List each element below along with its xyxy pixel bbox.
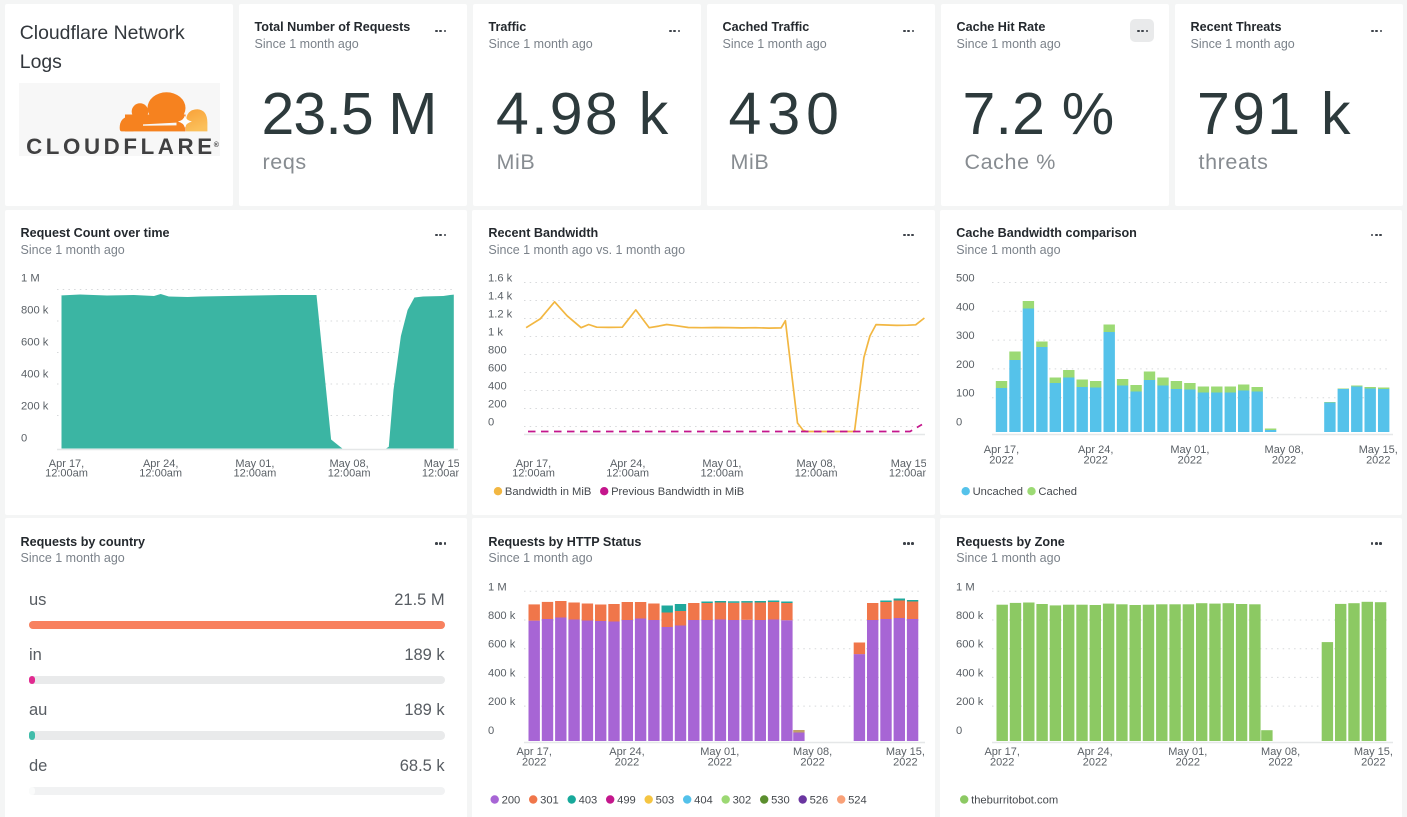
svg-text:May 01,: May 01, (1169, 746, 1208, 758)
svg-text:2022: 2022 (522, 756, 546, 768)
svg-text:1 k: 1 k (488, 326, 503, 338)
svg-text:12:00am: 12:00am (889, 467, 926, 479)
svg-text:Apr 17,: Apr 17, (516, 458, 551, 470)
svg-text:800: 800 (488, 344, 507, 356)
svg-text:403: 403 (579, 794, 598, 806)
svg-text:2022: 2022 (1083, 756, 1107, 768)
svg-text:100: 100 (956, 387, 975, 399)
svg-text:Uncached: Uncached (973, 486, 1023, 498)
svg-text:800 k: 800 k (21, 304, 49, 316)
svg-text:May 15,: May 15, (891, 458, 926, 470)
svg-text:2022: 2022 (1269, 756, 1293, 768)
svg-text:2022: 2022 (990, 756, 1014, 768)
svg-text:400: 400 (956, 301, 975, 313)
svg-text:May 15,: May 15, (1354, 746, 1393, 758)
svg-text:2022: 2022 (801, 756, 825, 768)
svg-text:May 08,: May 08, (1261, 746, 1300, 758)
svg-text:2022: 2022 (708, 756, 732, 768)
svg-text:May 15,: May 15, (886, 746, 925, 758)
svg-text:1.2 k: 1.2 k (488, 308, 513, 320)
svg-text:302: 302 (733, 794, 752, 806)
svg-text:1.6 k: 1.6 k (488, 272, 513, 284)
svg-text:theburritobot.com: theburritobot.com (971, 794, 1058, 806)
svg-text:200 k: 200 k (488, 696, 516, 708)
svg-text:Apr 24,: Apr 24, (1078, 443, 1113, 455)
svg-text:12:00am: 12:00am (795, 467, 838, 479)
svg-text:400 k: 400 k (956, 667, 984, 679)
svg-text:Apr 17,: Apr 17, (985, 746, 1020, 758)
svg-text:Apr 24,: Apr 24, (610, 746, 645, 758)
svg-text:May 01,: May 01, (703, 458, 742, 470)
svg-text:2022: 2022 (990, 454, 1014, 466)
svg-text:May 08,: May 08, (329, 458, 368, 470)
svg-text:May 08,: May 08, (797, 458, 836, 470)
svg-text:May 01,: May 01, (1171, 443, 1210, 455)
svg-text:12:00am: 12:00am (607, 467, 650, 479)
svg-text:1 M: 1 M (956, 581, 975, 593)
svg-text:600: 600 (488, 362, 507, 374)
svg-text:Bandwidth in MiB: Bandwidth in MiB (505, 486, 591, 498)
svg-text:May 08,: May 08, (793, 746, 832, 758)
svg-text:300: 300 (956, 330, 975, 342)
svg-text:0: 0 (956, 416, 962, 428)
svg-text:Apr 24,: Apr 24, (610, 458, 645, 470)
svg-text:400 k: 400 k (21, 368, 49, 380)
svg-text:Apr 24,: Apr 24, (142, 458, 177, 470)
svg-text:200: 200 (488, 398, 507, 410)
svg-text:Apr 17,: Apr 17, (48, 458, 83, 470)
svg-text:2022: 2022 (1366, 454, 1390, 466)
svg-text:May 15,: May 15, (423, 458, 458, 470)
svg-text:400: 400 (488, 380, 507, 392)
svg-text:2022: 2022 (1361, 756, 1385, 768)
svg-text:200: 200 (502, 794, 521, 806)
svg-text:404: 404 (694, 794, 713, 806)
svg-text:2022: 2022 (1176, 756, 1200, 768)
svg-text:800 k: 800 k (488, 610, 516, 622)
svg-text:2022: 2022 (1178, 454, 1202, 466)
svg-text:Apr 24,: Apr 24, (1078, 746, 1113, 758)
svg-text:12:00am: 12:00am (327, 467, 370, 479)
svg-text:200 k: 200 k (21, 400, 49, 412)
svg-text:1.4 k: 1.4 k (488, 290, 513, 302)
svg-text:600 k: 600 k (956, 639, 984, 651)
svg-text:12:00am: 12:00am (139, 467, 182, 479)
svg-text:12:00am: 12:00am (512, 467, 555, 479)
svg-text:May 01,: May 01, (701, 746, 740, 758)
svg-text:1 M: 1 M (488, 581, 507, 593)
svg-text:526: 526 (810, 794, 829, 806)
svg-text:12:00am: 12:00am (233, 467, 276, 479)
svg-text:0: 0 (956, 725, 962, 737)
svg-text:800 k: 800 k (956, 610, 984, 622)
svg-text:Apr 17,: Apr 17, (517, 746, 552, 758)
svg-text:530: 530 (771, 794, 790, 806)
svg-text:499: 499 (617, 794, 636, 806)
svg-text:200: 200 (956, 358, 975, 370)
svg-text:400 k: 400 k (488, 667, 516, 679)
svg-text:1 M: 1 M (21, 272, 40, 284)
svg-text:May 08,: May 08, (1265, 443, 1304, 455)
svg-text:May 15,: May 15, (1359, 443, 1398, 455)
svg-text:0: 0 (488, 416, 494, 428)
svg-text:2022: 2022 (615, 756, 639, 768)
svg-text:2022: 2022 (1272, 454, 1296, 466)
svg-text:524: 524 (848, 794, 867, 806)
svg-text:12:00am: 12:00am (45, 467, 88, 479)
svg-text:200 k: 200 k (956, 696, 984, 708)
svg-text:May 01,: May 01, (235, 458, 274, 470)
svg-text:Cached: Cached (1039, 486, 1078, 498)
svg-text:600 k: 600 k (21, 336, 49, 348)
svg-text:12:00am: 12:00am (701, 467, 744, 479)
svg-text:12:00am: 12:00am (421, 467, 458, 479)
svg-text:600 k: 600 k (488, 639, 516, 651)
svg-text:Apr 17,: Apr 17, (984, 443, 1019, 455)
svg-text:0: 0 (21, 432, 27, 444)
svg-text:0: 0 (488, 725, 494, 737)
svg-text:2022: 2022 (1084, 454, 1108, 466)
svg-text:500: 500 (956, 272, 975, 284)
svg-text:301: 301 (540, 794, 559, 806)
svg-text:503: 503 (656, 794, 675, 806)
svg-text:2022: 2022 (894, 756, 918, 768)
svg-text:Previous Bandwidth in MiB: Previous Bandwidth in MiB (611, 486, 744, 498)
